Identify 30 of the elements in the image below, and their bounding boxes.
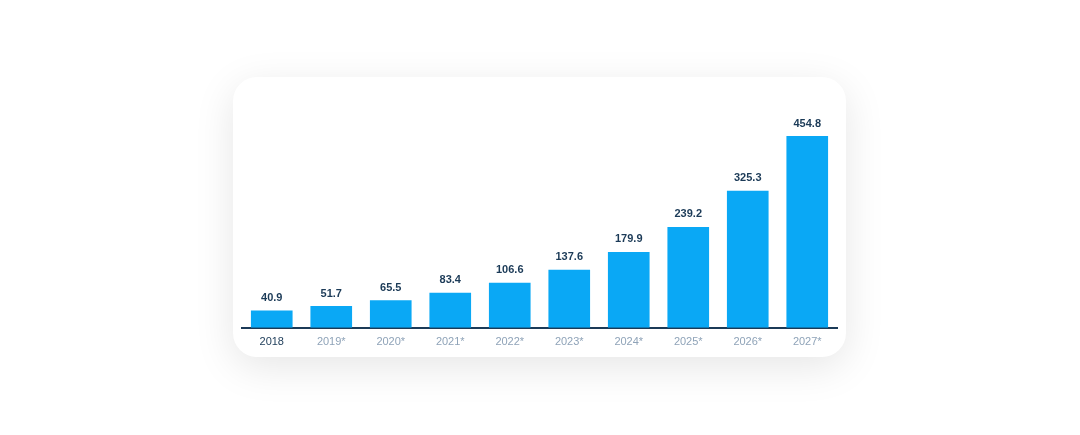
x-tick-label: 2027* [792, 335, 823, 348]
data-label: 325.3 [733, 171, 762, 184]
bar [488, 282, 531, 328]
x-tick-label: 2024* [614, 335, 644, 348]
x-tick-label: 2021* [435, 335, 466, 348]
x-tick-label: 2022* [495, 335, 525, 348]
data-label: 83.4 [439, 273, 462, 286]
data-label: 454.8 [793, 116, 822, 129]
x-tick-label: 2018 [259, 335, 284, 348]
data-label: 51.7 [320, 286, 342, 299]
data-label: 65.5 [380, 280, 402, 293]
data-label: 106.6 [495, 263, 524, 276]
bar [726, 190, 769, 328]
x-tick-label: 2026* [733, 335, 763, 348]
bar [369, 300, 412, 328]
bar [250, 310, 293, 328]
data-label: 40.9 [261, 291, 283, 304]
x-tick-label: 2020* [376, 335, 406, 348]
data-label: 179.9 [614, 232, 643, 245]
x-tick-label: 2023* [554, 335, 585, 348]
data-label: 137.6 [555, 250, 584, 263]
bar [607, 251, 650, 328]
bar [786, 136, 829, 328]
bar [310, 306, 353, 328]
bar [429, 292, 472, 328]
bar [548, 269, 591, 328]
data-label: 239.2 [674, 207, 703, 220]
x-tick-label: 2019* [316, 335, 347, 348]
x-tick-label: 2025* [673, 335, 704, 348]
bar [667, 226, 710, 328]
